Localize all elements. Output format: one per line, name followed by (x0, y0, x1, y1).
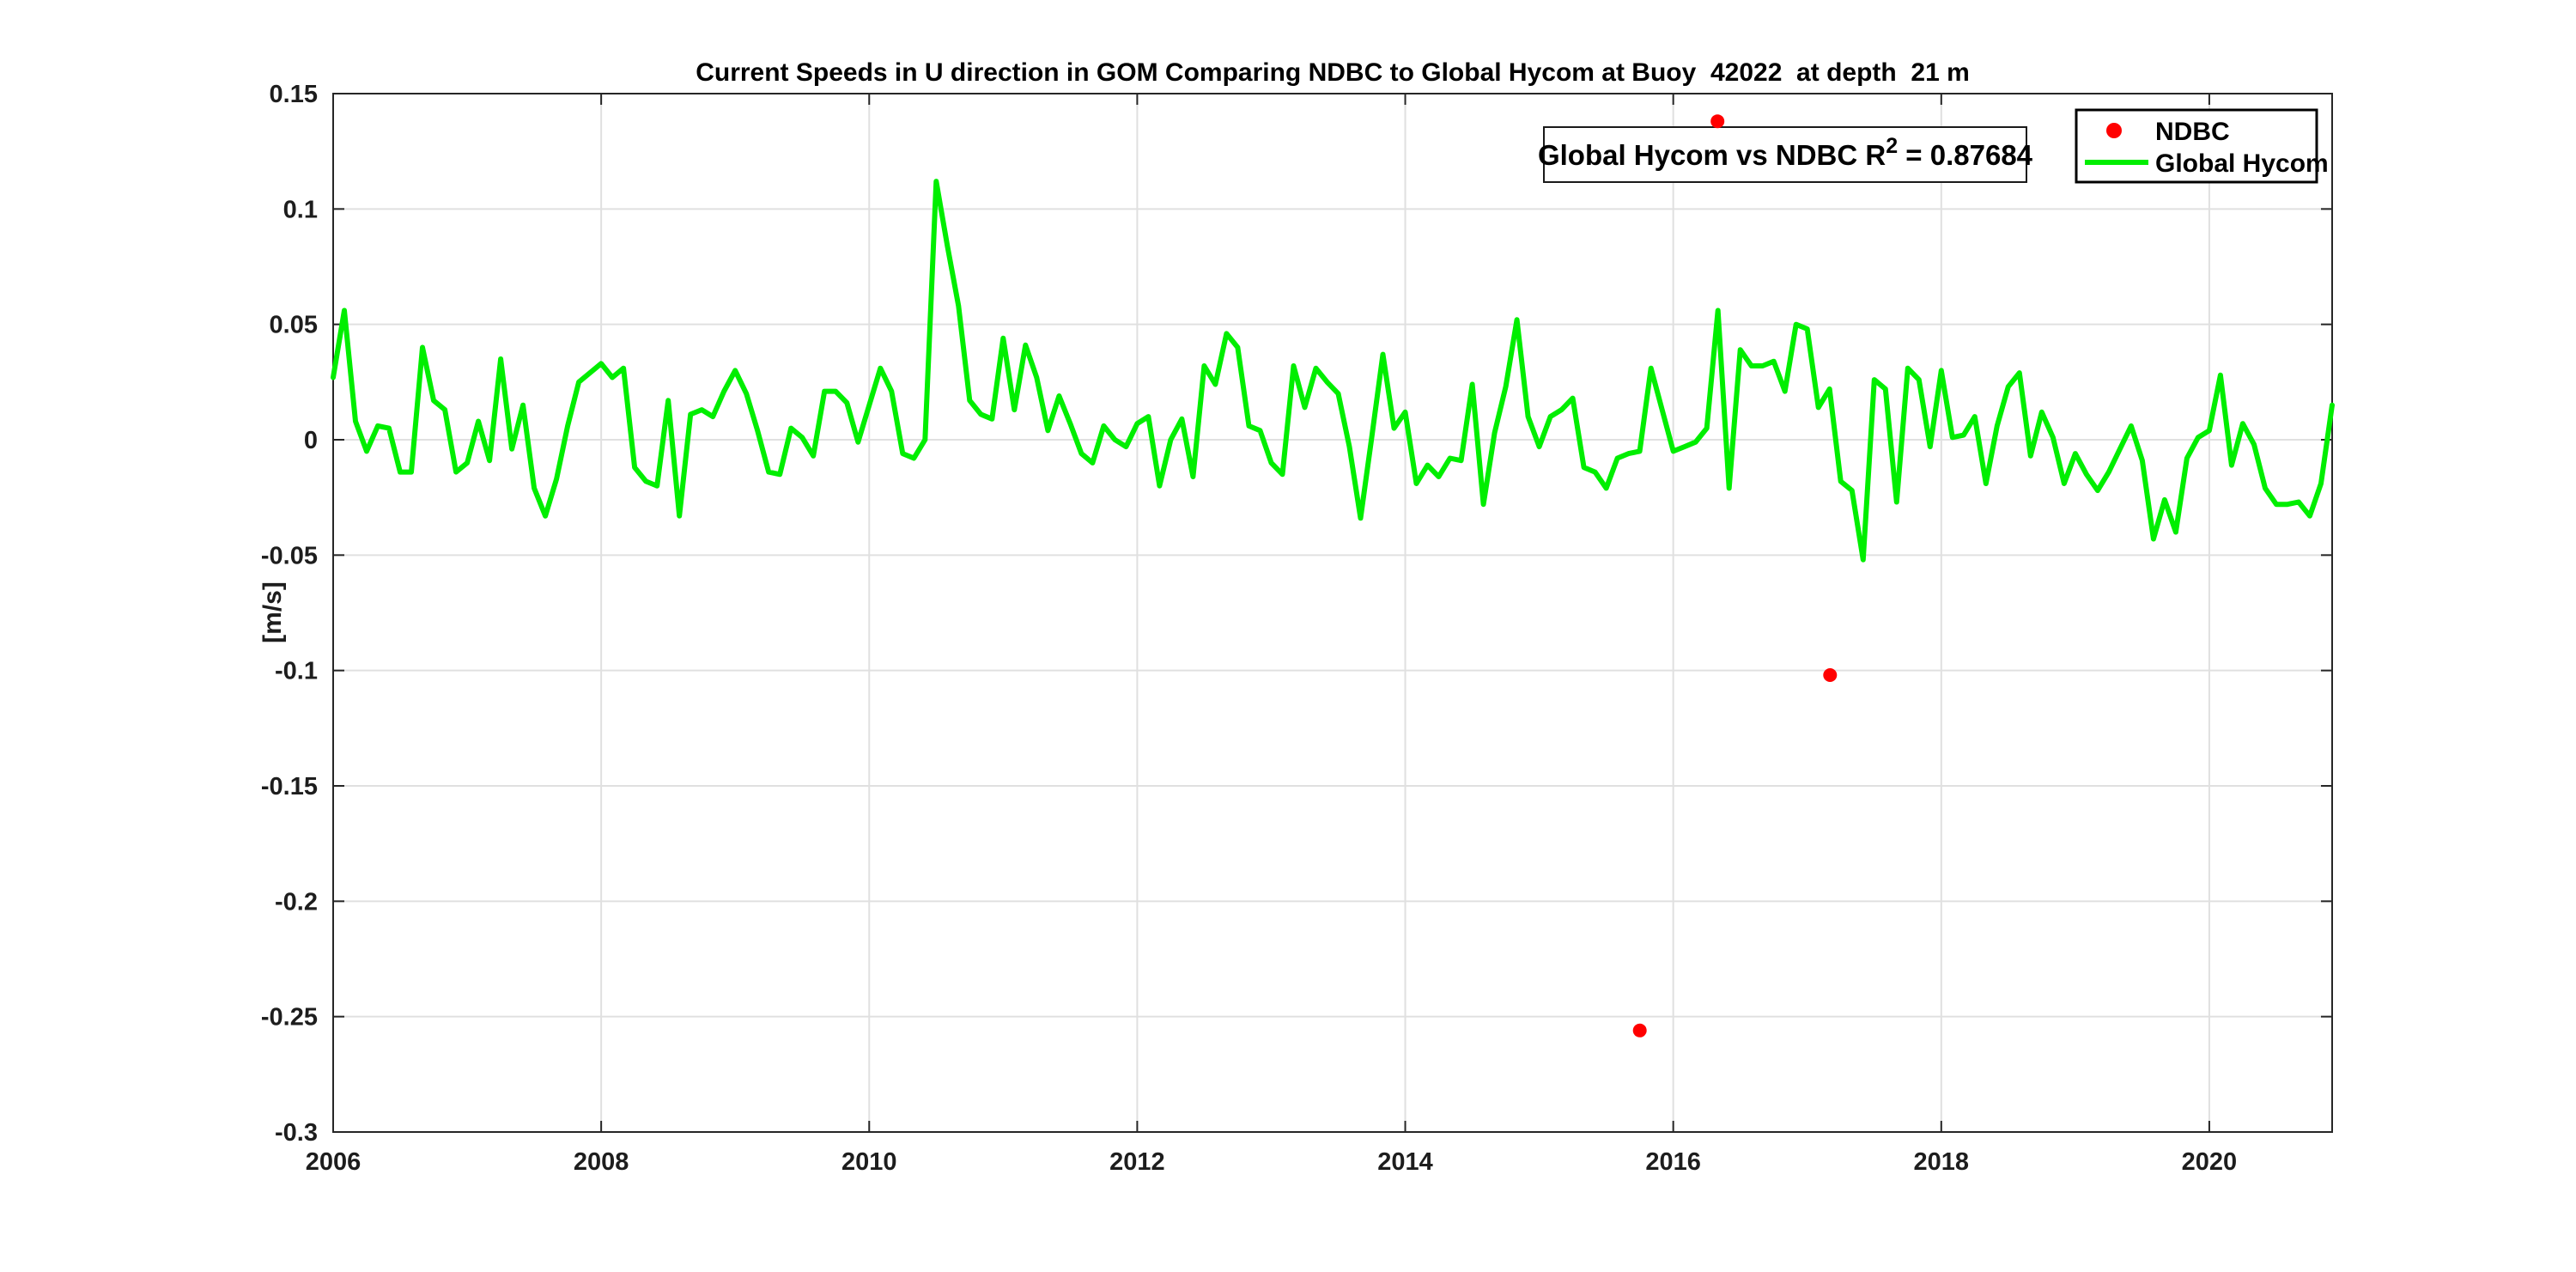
y-tick-label: -0.05 (261, 542, 318, 569)
ndbc-data-point (1632, 1023, 1647, 1038)
legend-box (2075, 108, 2318, 184)
plot-border-box (332, 93, 2333, 1133)
x-tick-label: 2020 (2182, 1148, 2238, 1176)
axis-ticks (332, 93, 2332, 1133)
r-squared-annotation: Global Hycom vs NDBC R2 = 0.87684 (1538, 126, 2033, 183)
y-tick-label: 0 (304, 427, 318, 454)
y-tick-label: 0.15 (270, 81, 318, 108)
legend-label-hycom: Global Hycom (2155, 149, 2329, 178)
y-tick-label: -0.1 (275, 658, 318, 685)
global-hycom-line (331, 179, 2335, 563)
annotation-superscript: 2 (1886, 134, 1898, 158)
y-tick-label: 0.05 (270, 312, 318, 339)
annotation-box (1543, 126, 2027, 183)
y-tick-label: -0.25 (261, 1004, 318, 1032)
x-tick-label: 2006 (306, 1148, 361, 1176)
legend[interactable]: NDBC Global Hycom (2075, 108, 2329, 184)
annotation-text: Global Hycom vs NDBC R2 = 0.87684 (1538, 134, 2033, 171)
x-tick-label: 2018 (1914, 1148, 1970, 1176)
ndbc-points (1632, 114, 1838, 1038)
y-tick-label: -0.3 (275, 1119, 318, 1147)
x-tick-label: 2008 (574, 1148, 629, 1176)
x-tick-label: 2010 (841, 1148, 897, 1176)
y-tick-label: 0.1 (283, 196, 318, 223)
x-tick-labels: 2006 2008 2010 2012 2014 2016 2018 2020 (306, 1148, 2237, 1176)
x-tick-label: 2016 (1645, 1148, 1701, 1176)
x-tick-label: 2012 (1109, 1148, 1165, 1176)
chart-title: Current Speeds in U direction in GOM Com… (696, 58, 1970, 87)
y-tick-label: -0.15 (261, 773, 318, 800)
ndbc-legend-marker-icon (2106, 123, 2122, 138)
x-tick-label: 2014 (1377, 1148, 1433, 1176)
ndbc-data-point (1710, 114, 1725, 129)
ndbc-data-point (1823, 668, 1838, 682)
gridlines (332, 93, 2332, 1133)
y-tick-labels: 0.15 0.1 0.05 0 -0.05 -0.1 -0.15 -0.2 -0.25 -0.3 (261, 81, 318, 1147)
legend-label-ndbc: NDBC (2155, 118, 2230, 146)
y-tick-label: -0.2 (275, 888, 318, 916)
